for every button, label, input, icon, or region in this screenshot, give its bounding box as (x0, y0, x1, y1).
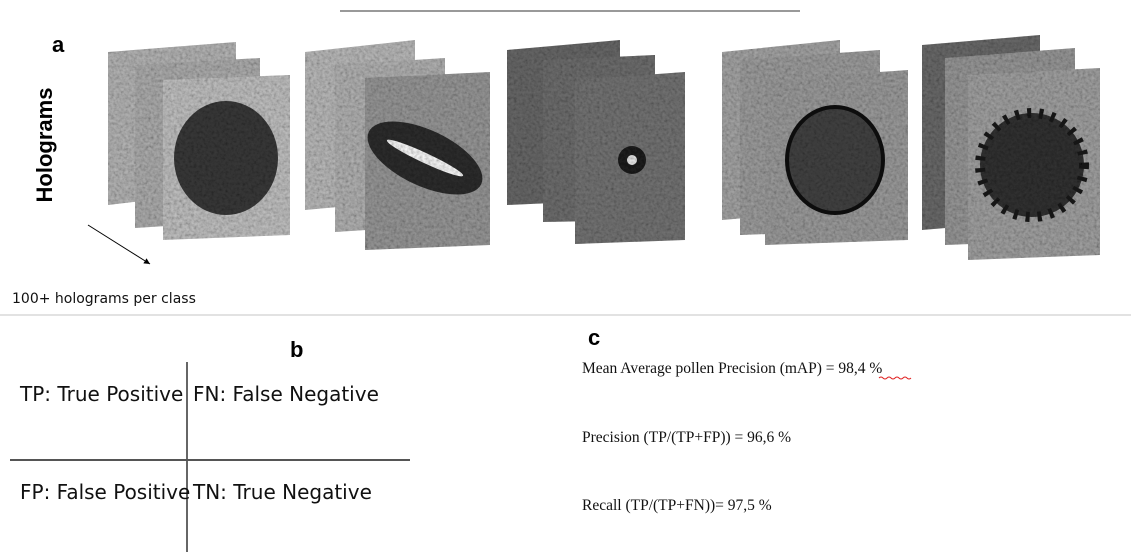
arrow (88, 225, 150, 264)
figure: a Holograms 100+ holograms per class b (0, 0, 1131, 554)
pollen (174, 101, 278, 215)
panel-label: a (52, 32, 65, 57)
table-cell: TP: True Positive (19, 382, 183, 406)
panel-label: c (588, 325, 600, 350)
metric: Precision (TP/(TP+FP)) = 96,6 % (582, 429, 791, 446)
pollen (787, 107, 883, 213)
table-cell: FP: False Positive (20, 480, 190, 504)
hologram-stacks (108, 35, 1100, 260)
pollen (980, 113, 1084, 217)
metric: Recall (TP/(TP+FN))= 97,5 % (582, 497, 772, 514)
axis-label: Holograms (32, 88, 57, 203)
metric: Mean Average pollen Precision (mAP) = 98… (582, 360, 882, 377)
spell-squiggle (879, 377, 911, 379)
panel-label: b (290, 337, 303, 362)
table-cell: FN: False Negative (193, 382, 379, 406)
pollen-core (627, 155, 637, 165)
table-cell: TN: True Negative (192, 480, 372, 504)
caption: 100+ holograms per class (12, 291, 196, 307)
